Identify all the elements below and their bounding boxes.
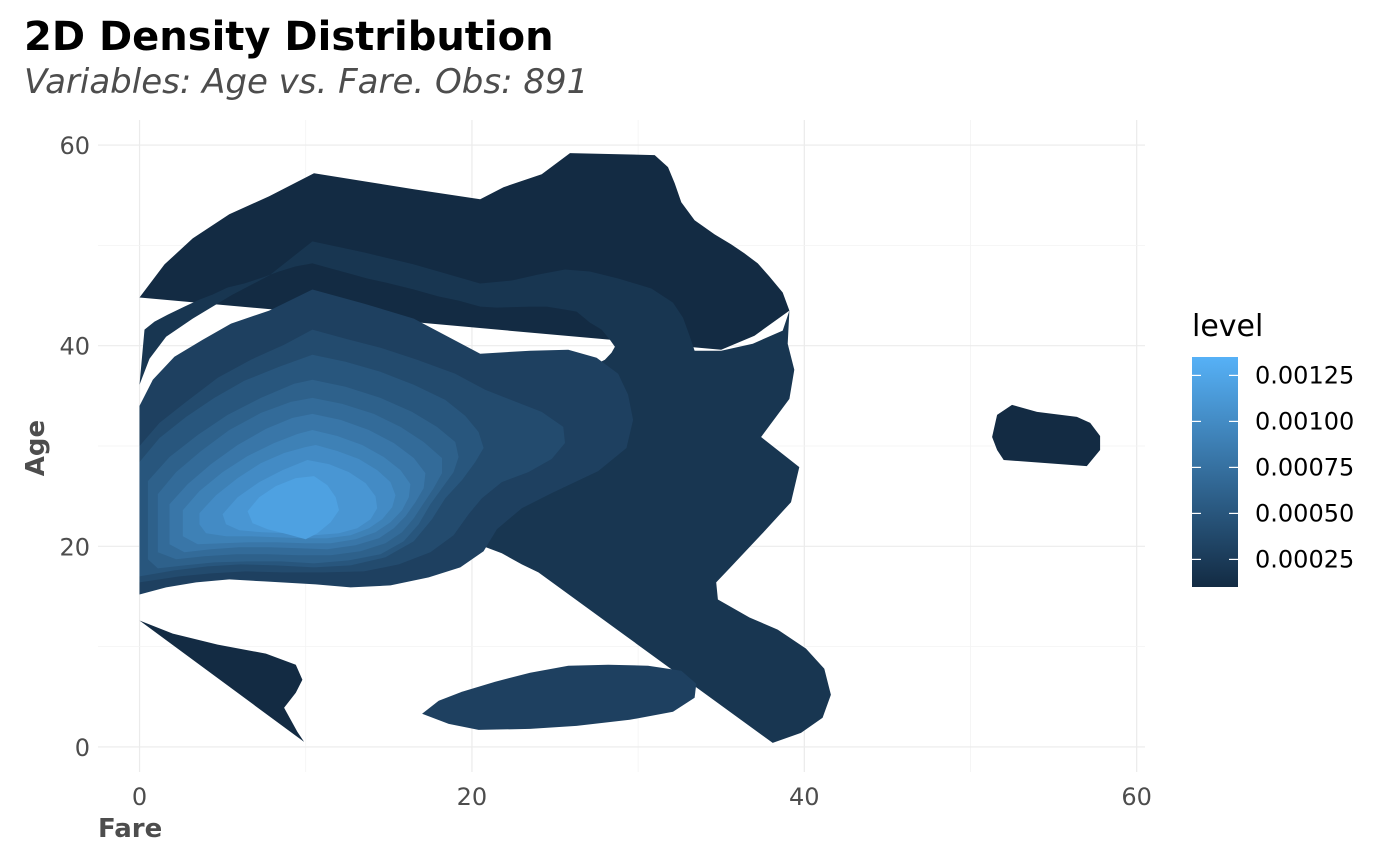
legend-tick-label: 0.00075	[1255, 453, 1354, 481]
legend-ticks: 0.00025 0.00050 0.00075 0.00100 0.00125	[1192, 361, 1354, 573]
legend-title: level	[1192, 309, 1263, 344]
axes: 0 20 40 60 0 20 40 60	[59, 132, 1152, 811]
chart-title: 2D Density Distribution	[24, 14, 554, 60]
density-contour-band	[139, 620, 305, 742]
legend: level 0.00025 0.00050 0.00075 0.00100 0.0012…	[1192, 309, 1354, 587]
x-tick-label: 0	[132, 783, 147, 811]
density-contour-band	[992, 404, 1101, 467]
chart-subtitle: Variables: Age vs. Fare. Obs: 891	[24, 62, 589, 102]
y-tick-label: 60	[59, 132, 90, 160]
x-tick-label: 40	[789, 783, 820, 811]
density-contour-band	[422, 664, 697, 730]
legend-colorbar	[1192, 357, 1238, 587]
density-contour-band	[139, 153, 790, 350]
legend-tick-label: 0.00125	[1255, 361, 1354, 389]
legend-tick-label: 0.00100	[1255, 407, 1354, 435]
x-tick-label: 60	[1121, 783, 1152, 811]
legend-tick-label: 0.00025	[1255, 545, 1354, 573]
x-tick-label: 20	[457, 783, 488, 811]
y-tick-label: 20	[59, 533, 90, 561]
y-tick-label: 40	[59, 333, 90, 361]
density-contour-band	[247, 476, 339, 540]
density-contours	[139, 153, 1101, 743]
y-axis-title: Age	[21, 420, 51, 476]
x-axis-title: Fare	[98, 814, 162, 844]
y-tick-label: 0	[75, 734, 90, 762]
legend-tick-label: 0.00050	[1255, 499, 1354, 527]
